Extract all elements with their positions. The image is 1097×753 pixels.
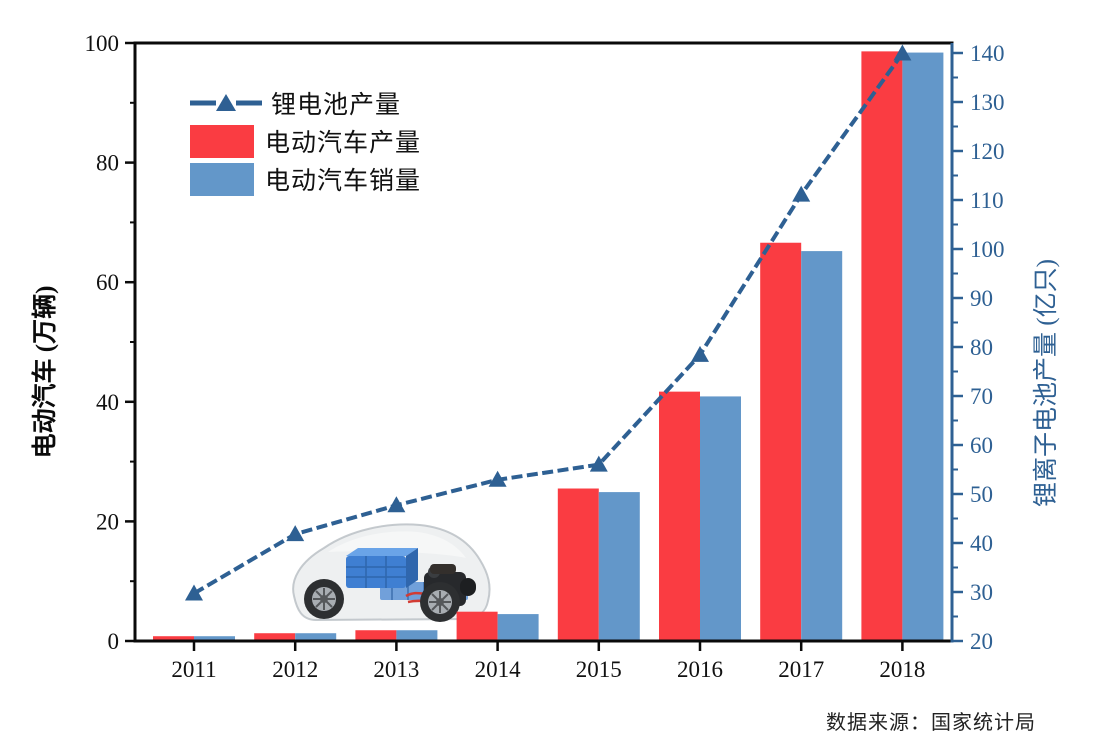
front-wheel bbox=[304, 579, 344, 619]
left-axis-title: 电动汽车 (万辆) bbox=[32, 285, 59, 459]
line-marker-2015 bbox=[589, 455, 608, 472]
battery-production-line bbox=[192, 52, 905, 596]
right-tick-label-90: 90 bbox=[970, 286, 993, 311]
bar-电动汽车产量-2016 bbox=[659, 391, 700, 641]
right-tick-label-120: 120 bbox=[970, 139, 1005, 164]
blue-swatch-icon bbox=[190, 162, 254, 196]
data-source-note: 数据来源：国家统计局 bbox=[826, 712, 1036, 734]
bar-电动汽车销量-2011 bbox=[194, 636, 235, 641]
line-marker-2016 bbox=[691, 345, 709, 362]
x-tick-label-2017: 2017 bbox=[778, 657, 824, 682]
left-tick-label-40: 40 bbox=[96, 390, 119, 415]
line-marker-2014 bbox=[488, 470, 507, 487]
right-tick-label-20: 20 bbox=[970, 629, 993, 654]
line-marker-icon bbox=[190, 94, 262, 111]
x-tick-label-2016: 2016 bbox=[677, 657, 723, 682]
legend-label-ev-sales: 电动汽车销量 bbox=[265, 168, 422, 195]
line-marker-2013 bbox=[387, 496, 406, 513]
left-tick-label-100: 100 bbox=[85, 31, 120, 56]
x-tick-label-2012: 2012 bbox=[272, 657, 318, 682]
left-tick-label-80: 80 bbox=[96, 151, 119, 176]
right-tick-label-60: 60 bbox=[970, 433, 993, 458]
bar-电动汽车产量-2012 bbox=[254, 633, 296, 641]
bar-电动汽车销量-2016 bbox=[700, 396, 741, 641]
right-tick-label-70: 70 bbox=[970, 384, 993, 409]
line-marker-2011 bbox=[185, 584, 203, 601]
right-tick-label-100: 100 bbox=[970, 237, 1005, 262]
legend-label-battery-production: 锂电池产量 bbox=[271, 92, 402, 119]
bar-电动汽车产量-2017 bbox=[760, 242, 802, 641]
right-axis-title: 锂离子电池产量 (亿只) bbox=[1033, 259, 1060, 507]
line-marker-2017 bbox=[792, 185, 811, 202]
left-tick-label-60: 60 bbox=[96, 270, 119, 295]
bar-电动汽车销量-2017 bbox=[801, 251, 843, 641]
legend: 锂电池产量 电动汽车产量 电动汽车销量 bbox=[190, 86, 421, 200]
bar-电动汽车销量-2015 bbox=[598, 492, 640, 641]
right-tick-label-140: 140 bbox=[970, 41, 1005, 66]
ev-car-illustration bbox=[292, 523, 491, 622]
bar-电动汽车销量-2018 bbox=[902, 52, 944, 642]
legend-item-battery-line: 锂电池产量 bbox=[190, 86, 421, 120]
bar-电动汽车产量-2013 bbox=[355, 630, 397, 641]
bars-group bbox=[153, 51, 944, 642]
axes-ticks-and-labels: 0 20 40 60 80 100 20 30 40 50 60 70 80 90 100 110 120 130… bbox=[85, 31, 1005, 682]
legend-item-ev-production: 电动汽车产量 bbox=[190, 124, 421, 158]
legend-label-ev-production: 电动汽车产量 bbox=[265, 130, 422, 157]
right-tick-label-110: 110 bbox=[970, 188, 1004, 213]
right-tick-label-130: 130 bbox=[970, 90, 1005, 115]
right-tick-label-40: 40 bbox=[970, 531, 993, 556]
x-tick-label-2014: 2014 bbox=[475, 657, 522, 682]
bar-电动汽车产量-2015 bbox=[557, 488, 599, 641]
legend-item-ev-sales: 电动汽车销量 bbox=[190, 162, 421, 196]
bar-电动汽车产量-2018 bbox=[861, 51, 903, 641]
rear-wheel bbox=[420, 582, 460, 622]
bar-电动汽车产量-2011 bbox=[153, 636, 194, 641]
left-tick-label-0: 0 bbox=[108, 629, 120, 654]
bar-电动汽车销量-2013 bbox=[396, 630, 438, 641]
x-tick-label-2011: 2011 bbox=[171, 657, 216, 682]
line-marker-2012 bbox=[286, 525, 305, 542]
bar-电动汽车产量-2014 bbox=[456, 611, 498, 641]
battery-line-group bbox=[185, 44, 912, 601]
x-tick-label-2018: 2018 bbox=[879, 657, 925, 682]
bar-电动汽车销量-2014 bbox=[497, 614, 539, 641]
line-marker-2018 bbox=[893, 44, 912, 61]
x-tick-label-2013: 2013 bbox=[373, 657, 419, 682]
x-tick-label-2015: 2015 bbox=[576, 657, 622, 682]
right-tick-label-80: 80 bbox=[970, 335, 993, 360]
red-swatch-icon bbox=[190, 124, 254, 158]
battery-pack bbox=[346, 548, 418, 588]
bar-电动汽车销量-2012 bbox=[295, 633, 337, 641]
left-tick-label-20: 20 bbox=[96, 509, 119, 534]
right-tick-label-30: 30 bbox=[970, 580, 993, 605]
right-tick-label-50: 50 bbox=[970, 482, 993, 507]
